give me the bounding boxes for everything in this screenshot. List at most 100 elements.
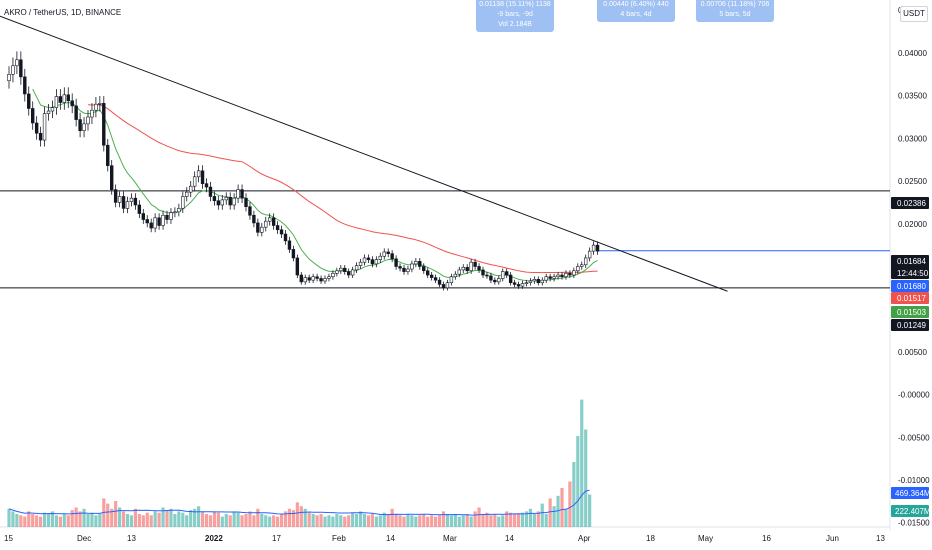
candle-body [540, 279, 544, 284]
volume-bar [358, 511, 363, 527]
candle [15, 51, 19, 74]
candle-body [402, 267, 406, 272]
candle [481, 266, 485, 279]
volume-bar [315, 515, 319, 527]
time-tick-label: 16 [762, 534, 771, 543]
candle-body [78, 119, 82, 131]
candle-body [382, 251, 386, 257]
candle-body [422, 266, 426, 272]
candle [256, 218, 260, 237]
candle [279, 225, 284, 239]
volume-bar [240, 515, 244, 527]
candle [422, 263, 426, 274]
volume-bar [54, 515, 58, 527]
candle-body [437, 279, 442, 285]
candle [82, 117, 86, 138]
candle-body [445, 282, 450, 289]
candle-body [11, 65, 15, 75]
candle [196, 165, 201, 183]
volume-bar [62, 514, 66, 527]
volume-bar [181, 512, 185, 527]
candle-body [165, 214, 169, 220]
candle [94, 96, 98, 118]
volume-bar [544, 514, 548, 527]
volume-bar [481, 514, 485, 527]
candle [382, 248, 386, 260]
candle [125, 196, 130, 214]
volume-bar [532, 514, 536, 527]
candle [228, 192, 232, 210]
candle [264, 216, 268, 232]
candle-body [117, 196, 122, 203]
candle-body [497, 278, 501, 283]
candle-body [591, 244, 596, 252]
volume-bar [197, 506, 201, 527]
candle [568, 270, 572, 279]
price-tag [891, 292, 929, 304]
candle-body [264, 220, 268, 228]
candle [216, 195, 221, 210]
candle-body [477, 266, 481, 271]
candle [315, 273, 319, 282]
volume-bars [7, 399, 592, 527]
candle [548, 273, 552, 282]
candle [133, 193, 138, 210]
candle-body [595, 244, 600, 252]
volume-bar [307, 512, 311, 527]
candle [445, 279, 450, 291]
candle [544, 273, 548, 284]
candle-body [473, 261, 477, 267]
volume-bar [165, 510, 169, 527]
candle [449, 273, 454, 286]
volume-bar [335, 514, 339, 527]
candle [236, 184, 240, 204]
candle [106, 138, 110, 172]
time-tick-label: 2022 [205, 534, 223, 543]
measure-2-change: 0.00440 (6.40%) 440 [603, 1, 669, 8]
price-tick-label: -0.00500 [898, 433, 930, 442]
candle [497, 275, 501, 285]
candle-body [378, 255, 382, 260]
candle-body [449, 276, 454, 284]
trendline [0, 15, 728, 292]
candle-body [362, 257, 367, 263]
volume-bar [252, 515, 256, 527]
price-tag [891, 280, 929, 292]
candle-body [311, 276, 315, 281]
price-tick-label: 0.03000 [898, 134, 927, 143]
candle-body [556, 274, 560, 278]
price-tick-label: 0.02000 [898, 220, 927, 229]
time-tick-label: Dec [77, 534, 91, 543]
volume-bar [556, 495, 560, 527]
candle [110, 159, 114, 195]
candle-body [283, 233, 288, 242]
candle [536, 276, 541, 286]
volume-bar [189, 510, 193, 527]
candle [90, 103, 94, 124]
horizontal-lines [0, 190, 890, 289]
candle [137, 200, 142, 219]
candle [173, 207, 177, 218]
candle [7, 66, 11, 89]
candle [98, 96, 102, 112]
candle [552, 273, 556, 282]
price-tag-label: 0.01503 [897, 308, 926, 317]
volume-bar [31, 514, 35, 527]
volume-bar [133, 508, 137, 527]
candle [252, 210, 256, 228]
volume-bar [426, 516, 430, 527]
volume-bar [236, 512, 240, 527]
candle [232, 193, 236, 210]
candle [370, 256, 375, 268]
candle [512, 279, 517, 288]
candle [576, 263, 580, 274]
volume-bar [157, 512, 161, 527]
currency-button[interactable]: USDT [900, 6, 928, 22]
measure-3-bars: 5 bars, 5d [719, 11, 751, 18]
candle [362, 254, 367, 266]
volume-bar [7, 508, 11, 527]
candle-body [216, 200, 221, 206]
price-tags: 0.02386 0.01684 12:44:50 0.01680 0.01517 0.01… [891, 197, 931, 517]
volume-bar [204, 514, 209, 527]
